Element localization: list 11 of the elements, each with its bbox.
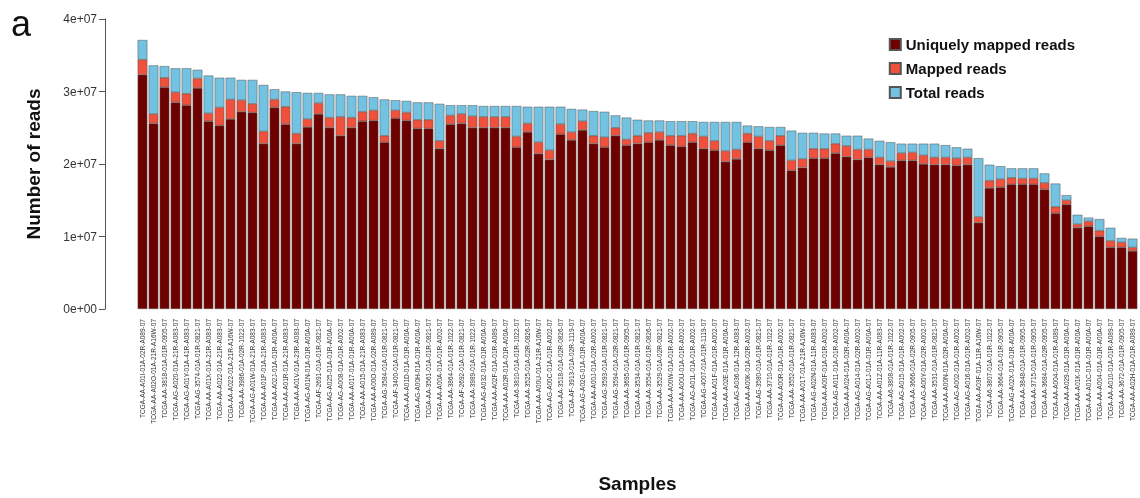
y-axis-title: Number of reads xyxy=(23,88,44,240)
y-tick-label: 4e+07 xyxy=(63,12,98,26)
legend-label: Total reads xyxy=(905,84,985,101)
y-tick-label: 1e+07 xyxy=(63,229,98,244)
y-tick-label: 0e+00 xyxy=(63,302,98,316)
legend-label: Uniquely mapped reads xyxy=(905,36,1076,53)
chart-title: a xyxy=(11,2,32,44)
y-tick-label: 3e+07 xyxy=(63,84,98,99)
legend-label: Mapped reads xyxy=(905,60,1007,77)
x-axis-title: Samples xyxy=(598,473,677,494)
y-tick-label: 2e+07 xyxy=(63,157,98,171)
